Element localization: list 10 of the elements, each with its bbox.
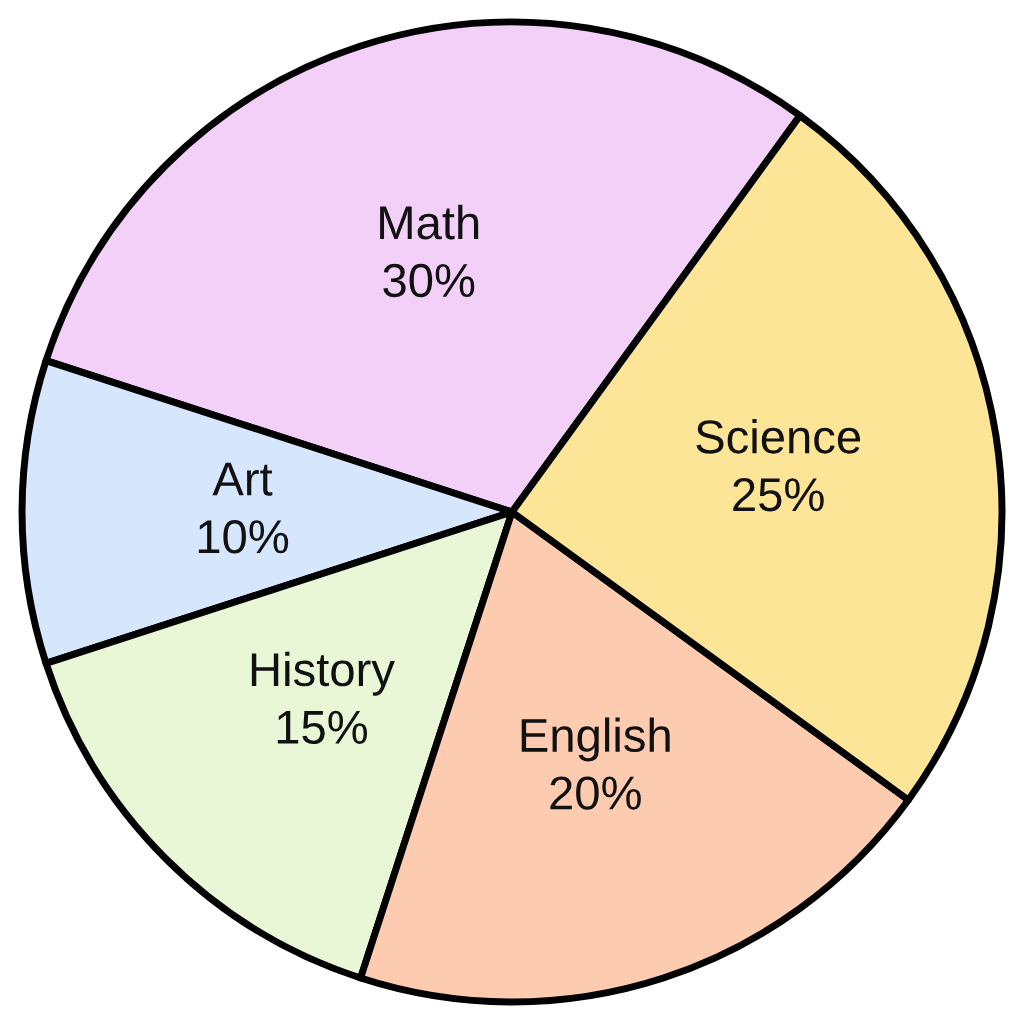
- data-label: 15%: [277, 710, 368, 745]
- slice-label: Math: [380, 204, 479, 240]
- data-label: 10%: [198, 520, 289, 554]
- slice-label: English: [521, 717, 670, 762]
- slice-label: Art: [212, 462, 273, 496]
- slice-label: Science: [696, 418, 861, 454]
- data-label: 25%: [733, 477, 824, 512]
- slice-label: History: [251, 651, 395, 696]
- data-label: 30%: [383, 263, 475, 298]
- data-label: 20%: [550, 776, 641, 810]
